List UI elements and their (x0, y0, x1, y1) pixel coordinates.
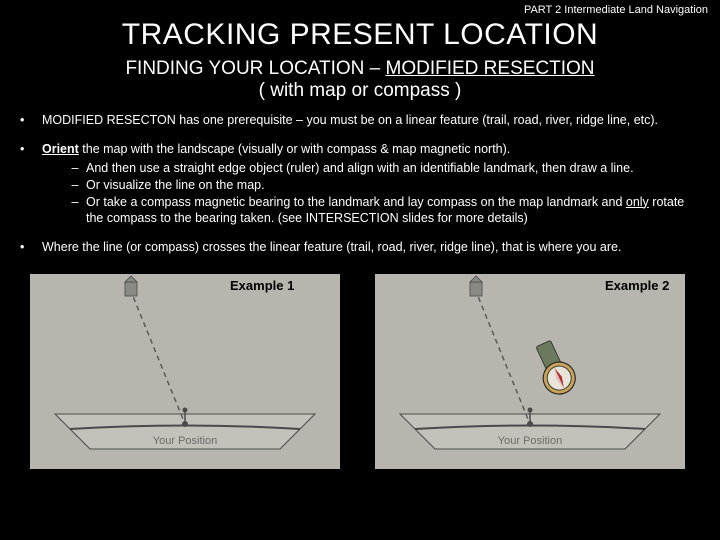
dash-marker: – (64, 194, 86, 228)
bullet-list: • MODIFIED RESECTON has one prerequisite… (0, 112, 720, 256)
sub-bullet-3-text: Or take a compass magnetic bearing to th… (86, 194, 700, 228)
bullet-marker: • (20, 141, 42, 227)
example-1-diagram: Your Position (30, 274, 340, 469)
sub-bullet-1: – And then use a straight edge object (r… (64, 160, 700, 177)
your-position-label: Your Position (153, 435, 217, 447)
bullet-2-text: Orient the map with the landscape (visua… (42, 141, 700, 227)
subtitle-prefix: FINDING YOUR LOCATION – (125, 58, 385, 79)
bullet-1-text: MODIFIED RESECTON has one prerequisite –… (42, 112, 700, 129)
dash-marker: – (64, 177, 86, 194)
sub3-u: only (626, 195, 649, 209)
diagram-1-svg: Your Position (30, 274, 340, 469)
bullet-1: • MODIFIED RESECTON has one prerequisite… (20, 112, 700, 129)
example-1: Example 1 Your Position (30, 274, 345, 469)
bullet-marker: • (20, 239, 42, 256)
your-position-label: Your Position (498, 435, 562, 447)
subtitle: FINDING YOUR LOCATION – MODIFIED RESECTI… (0, 56, 720, 80)
subtitle-line2: ( with map or compass ) (0, 80, 720, 112)
page-title: TRACKING PRESENT LOCATION (0, 18, 720, 56)
sub-bullet-1-text: And then use a straight edge object (rul… (86, 160, 634, 177)
sub-bullet-3: – Or take a compass magnetic bearing to … (64, 194, 700, 228)
bullet-2: • Orient the map with the landscape (vis… (20, 141, 700, 227)
header-breadcrumb: PART 2 Intermediate Land Navigation (0, 0, 720, 18)
example-1-label: Example 1 (230, 278, 294, 293)
subtitle-emphasis: MODIFIED RESECTION (386, 58, 595, 79)
sub-bullet-2-text: Or visualize the line on the map. (86, 177, 265, 194)
examples-row: Example 1 Your Position Example 2 (0, 268, 720, 469)
example-2-diagram: Your Position (375, 274, 685, 469)
dash-marker: – (64, 160, 86, 177)
bullet-marker: • (20, 112, 42, 129)
example-2-label: Example 2 (605, 278, 669, 293)
diagram-2-svg: Your Position (375, 274, 685, 469)
sub-bullet-list: – And then use a straight edge object (r… (42, 160, 700, 228)
bullet-2-rest: the map with the landscape (visually or … (79, 142, 510, 156)
sub3-a: Or take a compass magnetic bearing to th… (86, 195, 626, 209)
bullet-3-text: Where the line (or compass) crosses the … (42, 239, 700, 256)
bullet-2-strong: Orient (42, 142, 79, 156)
sub-bullet-2: – Or visualize the line on the map. (64, 177, 700, 194)
bullet-3: • Where the line (or compass) crosses th… (20, 239, 700, 256)
example-2: Example 2 Your Position (375, 274, 690, 469)
